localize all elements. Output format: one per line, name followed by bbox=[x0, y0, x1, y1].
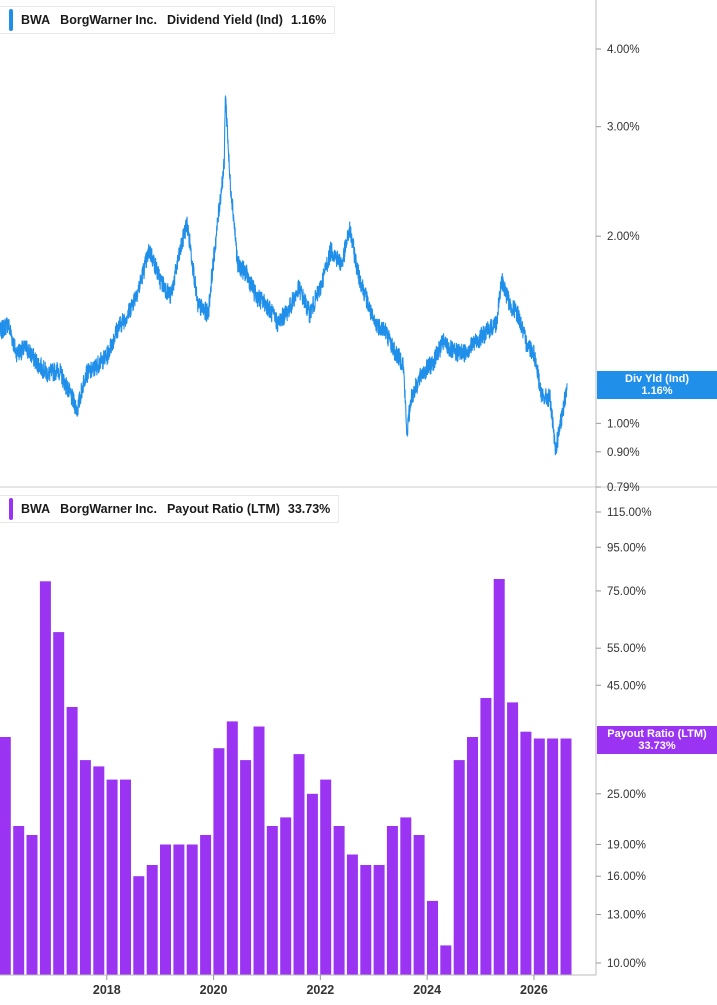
payout-ytick-label: 25.00% bbox=[607, 789, 646, 801]
payout-ytick-label: 16.00% bbox=[607, 871, 646, 883]
payout-ytick-label: 95.00% bbox=[607, 542, 646, 554]
payout-ratio-bar bbox=[240, 760, 252, 975]
x-tick-label: 2018 bbox=[93, 983, 121, 997]
payout-flag-value: 33.73% bbox=[638, 740, 676, 752]
payout-ytick-label: 55.00% bbox=[607, 643, 646, 655]
payout-ratio-bar bbox=[320, 779, 332, 975]
payout-legend-company: BorgWarner Inc. bbox=[60, 502, 157, 516]
yield-legend-company: BorgWarner Inc. bbox=[60, 13, 157, 27]
payout-legend: BWA BorgWarner Inc. Payout Ratio (LTM) 3… bbox=[0, 496, 339, 522]
payout-ratio-bar bbox=[79, 760, 91, 975]
yield-legend-value: 1.16% bbox=[290, 13, 327, 27]
yield-ytick-label: 0.79% bbox=[607, 482, 640, 494]
yield-legend-swatch bbox=[9, 9, 13, 31]
payout-ytick-label: 19.00% bbox=[607, 839, 646, 851]
payout-legend-metric: Payout Ratio (LTM) bbox=[166, 502, 280, 516]
payout-ratio-bar bbox=[547, 738, 559, 975]
payout-ratio-bar bbox=[13, 826, 25, 975]
payout-ratio-bar bbox=[280, 817, 292, 975]
payout-ratio-bar bbox=[346, 854, 358, 975]
payout-legend-swatch bbox=[9, 498, 13, 520]
payout-ratio-bar bbox=[453, 760, 465, 975]
payout-ratio-bar bbox=[160, 844, 171, 975]
payout-ratio-bar bbox=[226, 721, 238, 975]
yield-legend-metric: Dividend Yield (Ind) bbox=[166, 13, 283, 27]
payout-ratio-bar bbox=[93, 766, 105, 975]
payout-ratio-bar bbox=[520, 731, 532, 975]
payout-ratio-bar bbox=[507, 702, 519, 975]
yield-legend: BWA BorgWarner Inc. Dividend Yield (Ind)… bbox=[0, 7, 335, 33]
payout-ratio-bar bbox=[480, 698, 492, 975]
payout-flag-title: Payout Ratio (LTM) bbox=[607, 728, 707, 740]
payout-ratio-bar bbox=[200, 835, 212, 975]
yield-value-flag: Div Yld (Ind) 1.16% bbox=[597, 371, 717, 399]
payout-ratio-bar bbox=[66, 707, 78, 975]
payout-ratio-bar bbox=[360, 865, 372, 975]
yield-ytick-label: 0.90% bbox=[607, 447, 640, 459]
payout-ratio-bar bbox=[373, 865, 385, 975]
payout-legend-ticker: BWA bbox=[21, 502, 51, 516]
payout-value-flag: Payout Ratio (LTM) 33.73% bbox=[597, 726, 717, 754]
yield-ytick-label: 1.00% bbox=[607, 418, 640, 430]
payout-ytick-label: 10.00% bbox=[607, 958, 646, 970]
payout-ratio-bar bbox=[0, 737, 11, 975]
payout-ratio-bar bbox=[293, 754, 305, 975]
payout-ratio-bar bbox=[386, 826, 398, 975]
payout-legend-value: 33.73% bbox=[287, 502, 331, 516]
x-tick-label: 2020 bbox=[200, 983, 228, 997]
yield-ytick-label: 2.00% bbox=[607, 231, 640, 243]
payout-ytick-label: 45.00% bbox=[607, 680, 646, 692]
payout-ratio-bar bbox=[533, 738, 545, 975]
x-tick-label: 2026 bbox=[520, 983, 548, 997]
yield-flag-value: 1.16% bbox=[641, 385, 673, 397]
payout-ratio-bar bbox=[440, 945, 452, 975]
payout-ratio-bar bbox=[186, 844, 198, 975]
payout-ratio-bar bbox=[560, 738, 572, 975]
payout-ratio-bar bbox=[400, 817, 412, 975]
payout-ratio-bar bbox=[133, 876, 145, 975]
yield-legend-ticker: BWA bbox=[21, 13, 51, 27]
payout-ratio-bar bbox=[266, 826, 278, 975]
payout-ratio-bar bbox=[493, 579, 505, 975]
payout-ratio-bar bbox=[253, 726, 265, 975]
payout-panel bbox=[0, 579, 572, 975]
payout-ytick-label: 13.00% bbox=[607, 910, 646, 922]
yield-flag-title: Div Yld (Ind) bbox=[625, 373, 689, 385]
payout-ratio-bar bbox=[26, 835, 38, 975]
payout-ratio-bar bbox=[53, 632, 65, 975]
payout-ratio-bar bbox=[39, 581, 51, 975]
payout-ratio-bar bbox=[106, 779, 118, 975]
payout-ratio-bar bbox=[213, 748, 225, 975]
payout-ratio-bar bbox=[427, 900, 438, 975]
payout-ratio-bar bbox=[333, 826, 345, 975]
payout-ytick-label: 115.00% bbox=[607, 507, 652, 519]
payout-ratio-bar bbox=[413, 835, 425, 975]
x-tick-label: 2024 bbox=[413, 983, 441, 997]
payout-ratio-bar bbox=[120, 779, 131, 975]
yield-ytick-label: 4.00% bbox=[607, 44, 640, 56]
dividend-yield-line bbox=[0, 95, 568, 456]
payout-ytick-label: 75.00% bbox=[607, 586, 646, 598]
payout-ratio-bar bbox=[306, 793, 318, 975]
payout-ratio-bar bbox=[467, 737, 478, 975]
yield-panel bbox=[0, 95, 568, 456]
x-tick-label: 2022 bbox=[306, 983, 334, 997]
payout-ratio-bar bbox=[146, 865, 158, 975]
yield-ytick-label: 3.00% bbox=[607, 122, 640, 134]
payout-ratio-bar bbox=[173, 844, 185, 975]
